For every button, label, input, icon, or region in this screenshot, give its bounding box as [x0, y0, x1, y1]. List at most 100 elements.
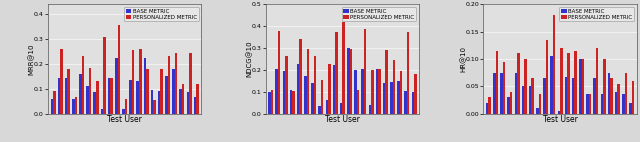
Bar [495, 51, 498, 114]
Bar [531, 78, 534, 114]
Bar [67, 69, 70, 114]
Bar [154, 100, 156, 114]
Bar [539, 94, 541, 114]
Bar [383, 83, 385, 114]
Bar [632, 81, 634, 114]
Bar [189, 53, 191, 114]
Bar [93, 92, 96, 114]
Bar [347, 48, 349, 114]
Legend: BASE METRIC, PERSONALIZED METRIC: BASE METRIC, PERSONALIZED METRIC [124, 7, 198, 21]
Bar [582, 59, 584, 114]
Bar [307, 49, 309, 114]
Bar [560, 48, 563, 114]
Bar [340, 103, 342, 114]
Bar [103, 36, 106, 114]
Bar [328, 64, 331, 114]
Bar [493, 73, 495, 114]
X-axis label: Test User: Test User [543, 115, 577, 124]
X-axis label: Test User: Test User [325, 115, 360, 124]
Bar [354, 70, 356, 114]
Bar [557, 111, 560, 114]
Bar [488, 97, 491, 114]
Bar [529, 86, 531, 114]
Bar [572, 78, 575, 114]
Bar [364, 29, 367, 114]
Bar [404, 91, 407, 114]
Bar [390, 82, 392, 114]
Bar [179, 89, 182, 114]
Bar [321, 80, 323, 114]
Bar [168, 56, 170, 114]
Bar [615, 92, 618, 114]
Bar [165, 76, 168, 114]
Bar [297, 64, 300, 114]
Bar [278, 31, 280, 114]
Bar [172, 69, 175, 114]
Bar [510, 92, 513, 114]
Bar [412, 92, 414, 114]
Bar [129, 80, 132, 114]
Bar [161, 69, 163, 114]
Bar [392, 60, 395, 114]
Bar [271, 90, 273, 114]
Bar [136, 81, 139, 114]
Bar [146, 69, 148, 114]
Bar [349, 49, 352, 114]
Bar [522, 86, 524, 114]
Bar [72, 99, 74, 114]
Bar [65, 78, 67, 114]
Bar [196, 84, 199, 114]
Bar [89, 68, 92, 114]
Bar [158, 91, 161, 114]
Bar [618, 83, 620, 114]
Bar [118, 25, 120, 114]
Bar [593, 78, 596, 114]
Bar [342, 22, 345, 114]
Bar [589, 94, 591, 114]
Bar [100, 109, 103, 114]
X-axis label: Test User: Test User [108, 115, 142, 124]
Bar [292, 91, 295, 114]
Legend: BASE METRIC, PERSONALIZED METRIC: BASE METRIC, PERSONALIZED METRIC [559, 7, 634, 21]
Bar [58, 78, 60, 114]
Bar [579, 59, 582, 114]
Bar [385, 50, 388, 114]
Bar [283, 71, 285, 114]
Bar [108, 78, 110, 114]
Bar [194, 97, 196, 114]
Bar [139, 49, 141, 114]
Bar [586, 94, 589, 114]
Bar [567, 53, 570, 114]
Bar [397, 81, 400, 114]
Bar [326, 101, 328, 114]
Bar [182, 84, 184, 114]
Bar [625, 73, 627, 114]
Bar [110, 78, 113, 114]
Bar [122, 109, 125, 114]
Bar [608, 73, 611, 114]
Bar [125, 99, 127, 114]
Bar [376, 69, 378, 114]
Bar [285, 56, 287, 114]
Bar [86, 86, 89, 114]
Bar [575, 51, 577, 114]
Bar [553, 15, 556, 114]
Bar [143, 58, 146, 114]
Bar [414, 74, 417, 114]
Bar [79, 74, 82, 114]
Bar [515, 73, 517, 114]
Y-axis label: MRR@10: MRR@10 [29, 43, 35, 75]
Bar [600, 94, 603, 114]
Bar [611, 78, 612, 114]
Bar [517, 53, 520, 114]
Bar [524, 59, 527, 114]
Bar [74, 97, 77, 114]
Bar [369, 105, 371, 114]
Bar [51, 99, 53, 114]
Bar [53, 91, 56, 114]
Bar [378, 69, 381, 114]
Bar [503, 62, 506, 114]
Bar [500, 73, 503, 114]
Bar [371, 70, 374, 114]
Bar [603, 59, 605, 114]
